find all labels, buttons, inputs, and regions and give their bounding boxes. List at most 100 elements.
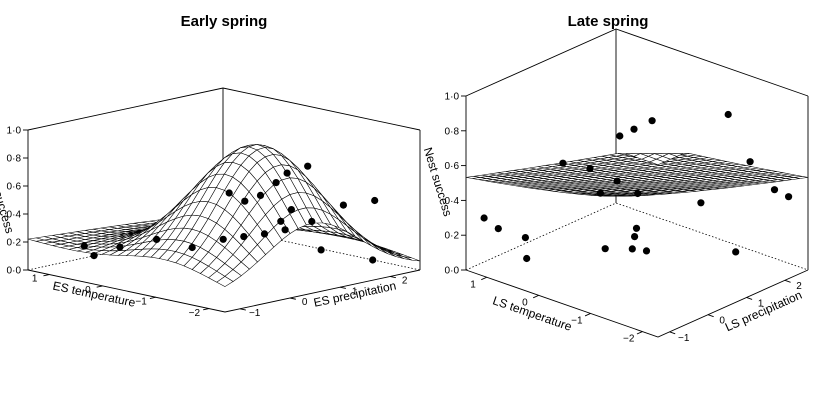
data-point	[256, 191, 265, 199]
data-point	[521, 234, 530, 242]
y-tick-label: 0	[302, 297, 308, 308]
y-tick-label: 1	[758, 298, 764, 309]
box-front-floor	[465, 269, 809, 338]
z-tick-label: 0·8	[445, 126, 460, 137]
data-point	[260, 230, 269, 238]
late-spring-title: Late spring	[568, 13, 649, 30]
z-tick-label: 0·0	[445, 266, 460, 277]
data-point	[281, 226, 289, 234]
early-spring-title: Early spring	[181, 13, 268, 30]
data-point	[90, 252, 98, 260]
y-tick-label: −1	[249, 308, 261, 319]
data-point	[219, 235, 227, 243]
data-points	[80, 162, 379, 264]
z-tick-label: 0·4	[445, 196, 460, 207]
surface-cell	[216, 276, 234, 287]
data-point	[697, 199, 705, 207]
z-tick-label: 0·8	[7, 154, 22, 165]
data-point	[559, 159, 567, 167]
y-axis-tick	[707, 314, 714, 318]
z-tick-label: 0·6	[445, 161, 460, 172]
z-tick-label: 0·0	[7, 266, 22, 277]
y-axis-tick	[239, 308, 246, 311]
x-axis-tick	[43, 274, 50, 277]
box-back-floor	[27, 227, 421, 271]
y-axis-tick	[746, 297, 753, 300]
y-axis-tick	[339, 286, 346, 289]
data-point	[613, 177, 621, 185]
data-point	[80, 242, 88, 250]
data-point	[648, 117, 656, 125]
x-tick-label: 1	[32, 274, 38, 285]
data-point	[586, 165, 594, 173]
x-tick-label: −1	[571, 316, 583, 327]
x-axis-tick	[96, 285, 103, 288]
y-axis-tick	[389, 276, 396, 279]
y-axis-label: LS precipitation	[723, 288, 804, 335]
data-point	[601, 245, 609, 253]
z-tick-label: 0·2	[7, 238, 22, 249]
data-point	[287, 206, 295, 214]
data-point	[116, 243, 124, 251]
z-axis-label: Nest success	[0, 163, 17, 235]
late-spring-panel: Late spring 0·0 0·2 0·4 0·6 0·8 1·0 Nest succes…	[421, 13, 809, 345]
y-axis-tick	[289, 297, 296, 300]
box-back-top	[465, 28, 809, 97]
y-axis-tick	[784, 279, 791, 283]
data-point	[369, 256, 377, 264]
data-point	[277, 217, 285, 225]
y-tick-label: 1	[352, 286, 358, 297]
x-axis-tick	[149, 296, 156, 299]
x-axis-label: LS temperature	[491, 293, 574, 334]
data-point	[628, 245, 636, 253]
data-point	[153, 235, 161, 243]
x-axis-tick	[203, 308, 210, 311]
data-point	[630, 125, 638, 133]
box-front-floor	[27, 269, 421, 313]
z-axis-label: Nest success	[421, 146, 455, 218]
data-point	[308, 217, 316, 226]
data-point	[632, 224, 641, 232]
data-point	[785, 193, 793, 201]
x-axis-tick	[584, 313, 591, 317]
x-tick-label: 0	[85, 285, 91, 296]
surface-cell	[649, 158, 666, 165]
data-point	[240, 233, 248, 241]
x-axis-tick	[481, 276, 487, 281]
data-point	[634, 189, 642, 198]
y-tick-label: −1	[678, 333, 690, 344]
x-tick-label: −2	[623, 334, 635, 345]
data-points	[480, 110, 793, 263]
y-axis-tick	[669, 331, 676, 335]
early-spring-panel: Early spring 0·0 0·2 0·4 0·6 0·8 1·0 Nest succe…	[0, 13, 421, 319]
x-axis-tick	[636, 331, 643, 335]
data-point	[304, 162, 312, 170]
x-tick-label: 1	[470, 279, 476, 290]
x-axis-label: ES temperature	[52, 279, 137, 310]
z-tick-label: 1·0	[7, 126, 22, 137]
y-tick-label: 0	[719, 316, 725, 327]
box-back-top	[27, 87, 421, 131]
data-point	[188, 243, 196, 252]
surface-mesh	[27, 144, 421, 287]
data-point	[746, 158, 754, 166]
x-tick-label: 0	[522, 297, 528, 308]
data-point	[724, 110, 732, 119]
data-point	[616, 132, 624, 140]
data-point	[371, 196, 379, 205]
z-tick-label: 1·0	[445, 92, 460, 103]
data-point	[339, 201, 347, 209]
data-point	[272, 179, 280, 187]
y-tick-label: 2	[402, 276, 408, 287]
surface-mesh	[465, 153, 809, 197]
data-point	[225, 189, 233, 197]
y-tick-label: 2	[796, 281, 802, 292]
data-point	[732, 248, 740, 256]
x-tick-label: −2	[189, 308, 201, 319]
data-point	[770, 186, 779, 194]
data-point	[241, 197, 249, 205]
z-tick-label: 0·6	[7, 182, 22, 193]
surface-cell	[362, 237, 380, 251]
y-axis-label: ES precipitation	[312, 278, 397, 309]
